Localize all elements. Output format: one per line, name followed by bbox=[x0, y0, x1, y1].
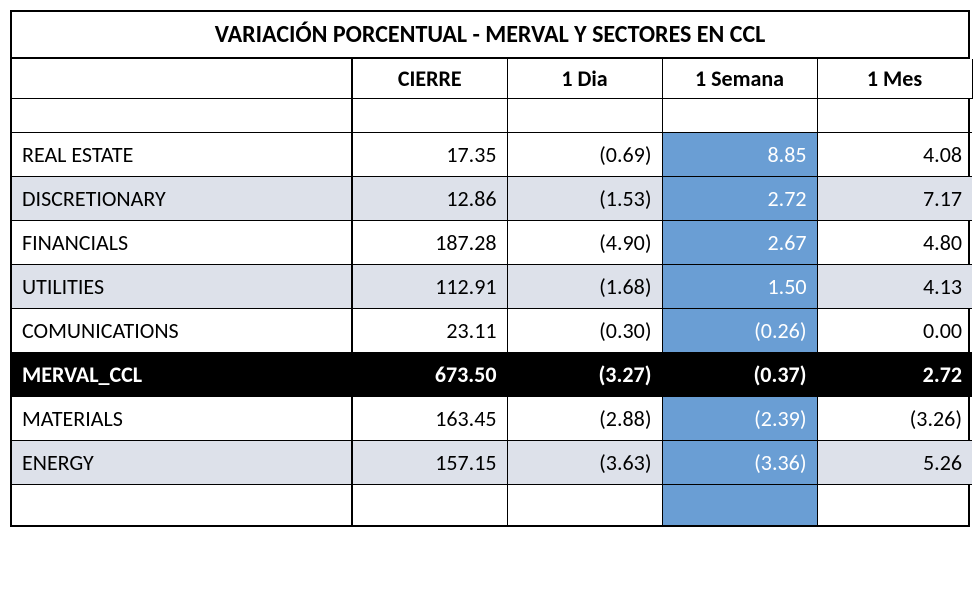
header-1mes: 1 Mes bbox=[817, 59, 972, 99]
row-name: ENERGY bbox=[12, 441, 352, 485]
row-name: FINANCIALS bbox=[12, 221, 352, 265]
row-name: MERVAL_CCL bbox=[12, 353, 352, 397]
row-name: MATERIALS bbox=[12, 397, 352, 441]
row-value: (2.39) bbox=[662, 397, 817, 441]
footer-row bbox=[12, 485, 972, 525]
row-name: REAL ESTATE bbox=[12, 133, 352, 177]
row-value: 163.45 bbox=[352, 397, 507, 441]
row-value: (1.53) bbox=[507, 177, 662, 221]
row-value: (3.27) bbox=[507, 353, 662, 397]
row-value: 187.28 bbox=[352, 221, 507, 265]
table-row: MATERIALS163.45(2.88)(2.39)(3.26) bbox=[12, 397, 972, 441]
row-value: 17.35 bbox=[352, 133, 507, 177]
row-name: DISCRETIONARY bbox=[12, 177, 352, 221]
table-title: VARIACIÓN PORCENTUAL - MERVAL Y SECTORES… bbox=[12, 12, 968, 59]
header-row: CIERRE 1 Dia 1 Semana 1 Mes bbox=[12, 59, 972, 99]
table-row: MERVAL_CCL673.50(3.27)(0.37)2.72 bbox=[12, 353, 972, 397]
row-value: (0.26) bbox=[662, 309, 817, 353]
row-value: (1.68) bbox=[507, 265, 662, 309]
row-value: 2.72 bbox=[817, 353, 972, 397]
header-blank bbox=[12, 59, 352, 99]
row-name: COMUNICATIONS bbox=[12, 309, 352, 353]
data-table: CIERRE 1 Dia 1 Semana 1 Mes REAL ESTATE1… bbox=[12, 59, 973, 525]
table-row: REAL ESTATE17.35(0.69)8.854.08 bbox=[12, 133, 972, 177]
row-value: (2.88) bbox=[507, 397, 662, 441]
row-value: 0.00 bbox=[817, 309, 972, 353]
row-value: 8.85 bbox=[662, 133, 817, 177]
row-name: UTILITIES bbox=[12, 265, 352, 309]
table-row: DISCRETIONARY12.86(1.53)2.727.17 bbox=[12, 177, 972, 221]
header-1dia: 1 Dia bbox=[507, 59, 662, 99]
row-value: 12.86 bbox=[352, 177, 507, 221]
row-value: 4.13 bbox=[817, 265, 972, 309]
header-cierre: CIERRE bbox=[352, 59, 507, 99]
row-value: 112.91 bbox=[352, 265, 507, 309]
merval-table: VARIACIÓN PORCENTUAL - MERVAL Y SECTORES… bbox=[10, 10, 970, 527]
row-value: 673.50 bbox=[352, 353, 507, 397]
row-value: 4.80 bbox=[817, 221, 972, 265]
spacer-row bbox=[12, 99, 972, 133]
table-row: ENERGY157.15(3.63)(3.36)5.26 bbox=[12, 441, 972, 485]
table-body: REAL ESTATE17.35(0.69)8.854.08DISCRETION… bbox=[12, 133, 972, 485]
row-value: (0.30) bbox=[507, 309, 662, 353]
row-value: (3.63) bbox=[507, 441, 662, 485]
row-value: 23.11 bbox=[352, 309, 507, 353]
row-value: (3.26) bbox=[817, 397, 972, 441]
row-value: (0.69) bbox=[507, 133, 662, 177]
header-1semana: 1 Semana bbox=[662, 59, 817, 99]
row-value: 2.72 bbox=[662, 177, 817, 221]
table-row: FINANCIALS187.28(4.90)2.674.80 bbox=[12, 221, 972, 265]
table-row: COMUNICATIONS23.11(0.30)(0.26)0.00 bbox=[12, 309, 972, 353]
row-value: (4.90) bbox=[507, 221, 662, 265]
row-value: 1.50 bbox=[662, 265, 817, 309]
row-value: 7.17 bbox=[817, 177, 972, 221]
table-row: UTILITIES112.91(1.68)1.504.13 bbox=[12, 265, 972, 309]
row-value: 2.67 bbox=[662, 221, 817, 265]
row-value: (3.36) bbox=[662, 441, 817, 485]
row-value: (0.37) bbox=[662, 353, 817, 397]
row-value: 4.08 bbox=[817, 133, 972, 177]
row-value: 5.26 bbox=[817, 441, 972, 485]
row-value: 157.15 bbox=[352, 441, 507, 485]
